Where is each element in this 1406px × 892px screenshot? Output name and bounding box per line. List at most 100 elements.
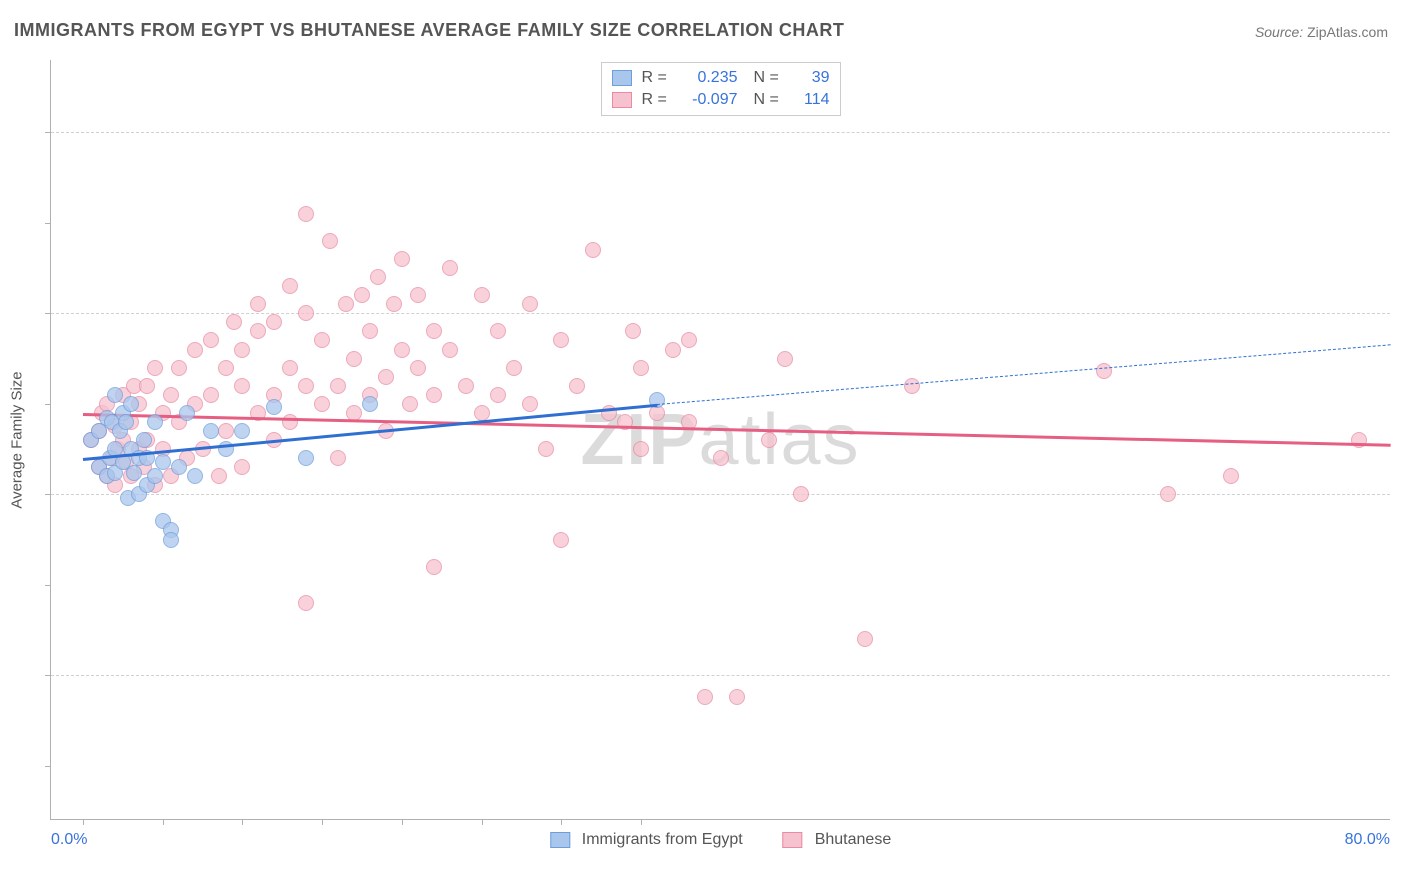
data-point bbox=[474, 405, 490, 421]
data-point bbox=[203, 387, 219, 403]
swatch-icon bbox=[550, 832, 570, 848]
data-point bbox=[226, 314, 242, 330]
data-point bbox=[298, 305, 314, 321]
data-point bbox=[163, 387, 179, 403]
data-point bbox=[442, 260, 458, 276]
data-point bbox=[211, 468, 227, 484]
data-point bbox=[234, 378, 250, 394]
data-point bbox=[314, 396, 330, 412]
swatch-bhutanese bbox=[612, 92, 632, 108]
data-point bbox=[330, 378, 346, 394]
series-name: Immigrants from Egypt bbox=[582, 831, 743, 849]
data-point bbox=[266, 314, 282, 330]
data-point bbox=[171, 459, 187, 475]
n-value: 39 bbox=[790, 67, 830, 89]
data-point bbox=[458, 378, 474, 394]
source-value: ZipAtlas.com bbox=[1307, 24, 1388, 40]
data-point bbox=[426, 387, 442, 403]
chart-container: IMMIGRANTS FROM EGYPT VS BHUTANESE AVERA… bbox=[0, 0, 1406, 892]
data-point bbox=[298, 595, 314, 611]
data-point bbox=[171, 360, 187, 376]
x-tick-mark bbox=[561, 819, 562, 825]
data-point bbox=[490, 323, 506, 339]
y-axis-title: Average Family Size bbox=[9, 371, 26, 508]
data-point bbox=[793, 486, 809, 502]
source-label: Source: bbox=[1255, 24, 1303, 40]
data-point bbox=[330, 450, 346, 466]
trend-line bbox=[657, 344, 1391, 405]
data-point bbox=[378, 369, 394, 385]
data-point bbox=[147, 414, 163, 430]
data-point bbox=[386, 296, 402, 312]
data-point bbox=[147, 360, 163, 376]
data-point bbox=[697, 689, 713, 705]
data-point bbox=[187, 342, 203, 358]
y-tick-mark bbox=[45, 223, 51, 224]
data-point bbox=[282, 414, 298, 430]
y-tick-mark bbox=[45, 404, 51, 405]
r-label: R = bbox=[642, 89, 672, 111]
watermark-rest: atlas bbox=[698, 400, 860, 480]
y-tick-mark bbox=[45, 766, 51, 767]
gridline bbox=[51, 675, 1390, 676]
data-point bbox=[402, 396, 418, 412]
plot-area: ZIPatlas R = 0.235 N = 39 R = -0.097 N =… bbox=[50, 60, 1390, 820]
r-label: R = bbox=[642, 67, 672, 89]
data-point bbox=[442, 342, 458, 358]
data-point bbox=[665, 342, 681, 358]
legend-item-egypt: Immigrants from Egypt bbox=[550, 831, 743, 849]
y-tick-label: 4.00 bbox=[1396, 304, 1406, 322]
source-credit: Source: ZipAtlas.com bbox=[1255, 24, 1388, 40]
x-tick-mark bbox=[641, 819, 642, 825]
data-point bbox=[904, 378, 920, 394]
data-point bbox=[506, 360, 522, 376]
data-point bbox=[394, 342, 410, 358]
legend-row-bhutanese: R = -0.097 N = 114 bbox=[612, 89, 830, 111]
data-point bbox=[155, 454, 171, 470]
data-point bbox=[218, 423, 234, 439]
data-point bbox=[136, 432, 152, 448]
gridline bbox=[51, 313, 1390, 314]
data-point bbox=[426, 323, 442, 339]
x-tick-mark bbox=[402, 819, 403, 825]
data-point bbox=[298, 206, 314, 222]
y-tick-mark bbox=[45, 675, 51, 676]
data-point bbox=[410, 360, 426, 376]
x-axis-label-right: 80.0% bbox=[1345, 831, 1390, 849]
gridline bbox=[51, 132, 1390, 133]
data-point bbox=[250, 323, 266, 339]
data-point bbox=[729, 689, 745, 705]
y-tick-mark bbox=[45, 494, 51, 495]
x-tick-mark bbox=[482, 819, 483, 825]
data-point bbox=[147, 468, 163, 484]
series-name: Bhutanese bbox=[815, 831, 892, 849]
y-tick-mark bbox=[45, 313, 51, 314]
gridline bbox=[51, 494, 1390, 495]
n-label: N = bbox=[754, 89, 784, 111]
data-point bbox=[314, 332, 330, 348]
data-point bbox=[218, 360, 234, 376]
data-point bbox=[410, 287, 426, 303]
data-point bbox=[625, 323, 641, 339]
data-point bbox=[522, 396, 538, 412]
data-point bbox=[338, 296, 354, 312]
data-point bbox=[1096, 363, 1112, 379]
swatch-icon bbox=[783, 832, 803, 848]
data-point bbox=[633, 441, 649, 457]
x-tick-mark bbox=[83, 819, 84, 825]
data-point bbox=[426, 559, 442, 575]
chart-title: IMMIGRANTS FROM EGYPT VS BHUTANESE AVERA… bbox=[14, 20, 844, 41]
data-point bbox=[234, 459, 250, 475]
r-value: -0.097 bbox=[678, 89, 738, 111]
n-label: N = bbox=[754, 67, 784, 89]
legend-row-egypt: R = 0.235 N = 39 bbox=[612, 67, 830, 89]
x-tick-mark bbox=[322, 819, 323, 825]
data-point bbox=[118, 414, 134, 430]
data-point bbox=[234, 423, 250, 439]
data-point bbox=[713, 450, 729, 466]
data-point bbox=[250, 296, 266, 312]
data-point bbox=[857, 631, 873, 647]
data-point bbox=[394, 251, 410, 267]
data-point bbox=[633, 360, 649, 376]
data-point bbox=[362, 396, 378, 412]
